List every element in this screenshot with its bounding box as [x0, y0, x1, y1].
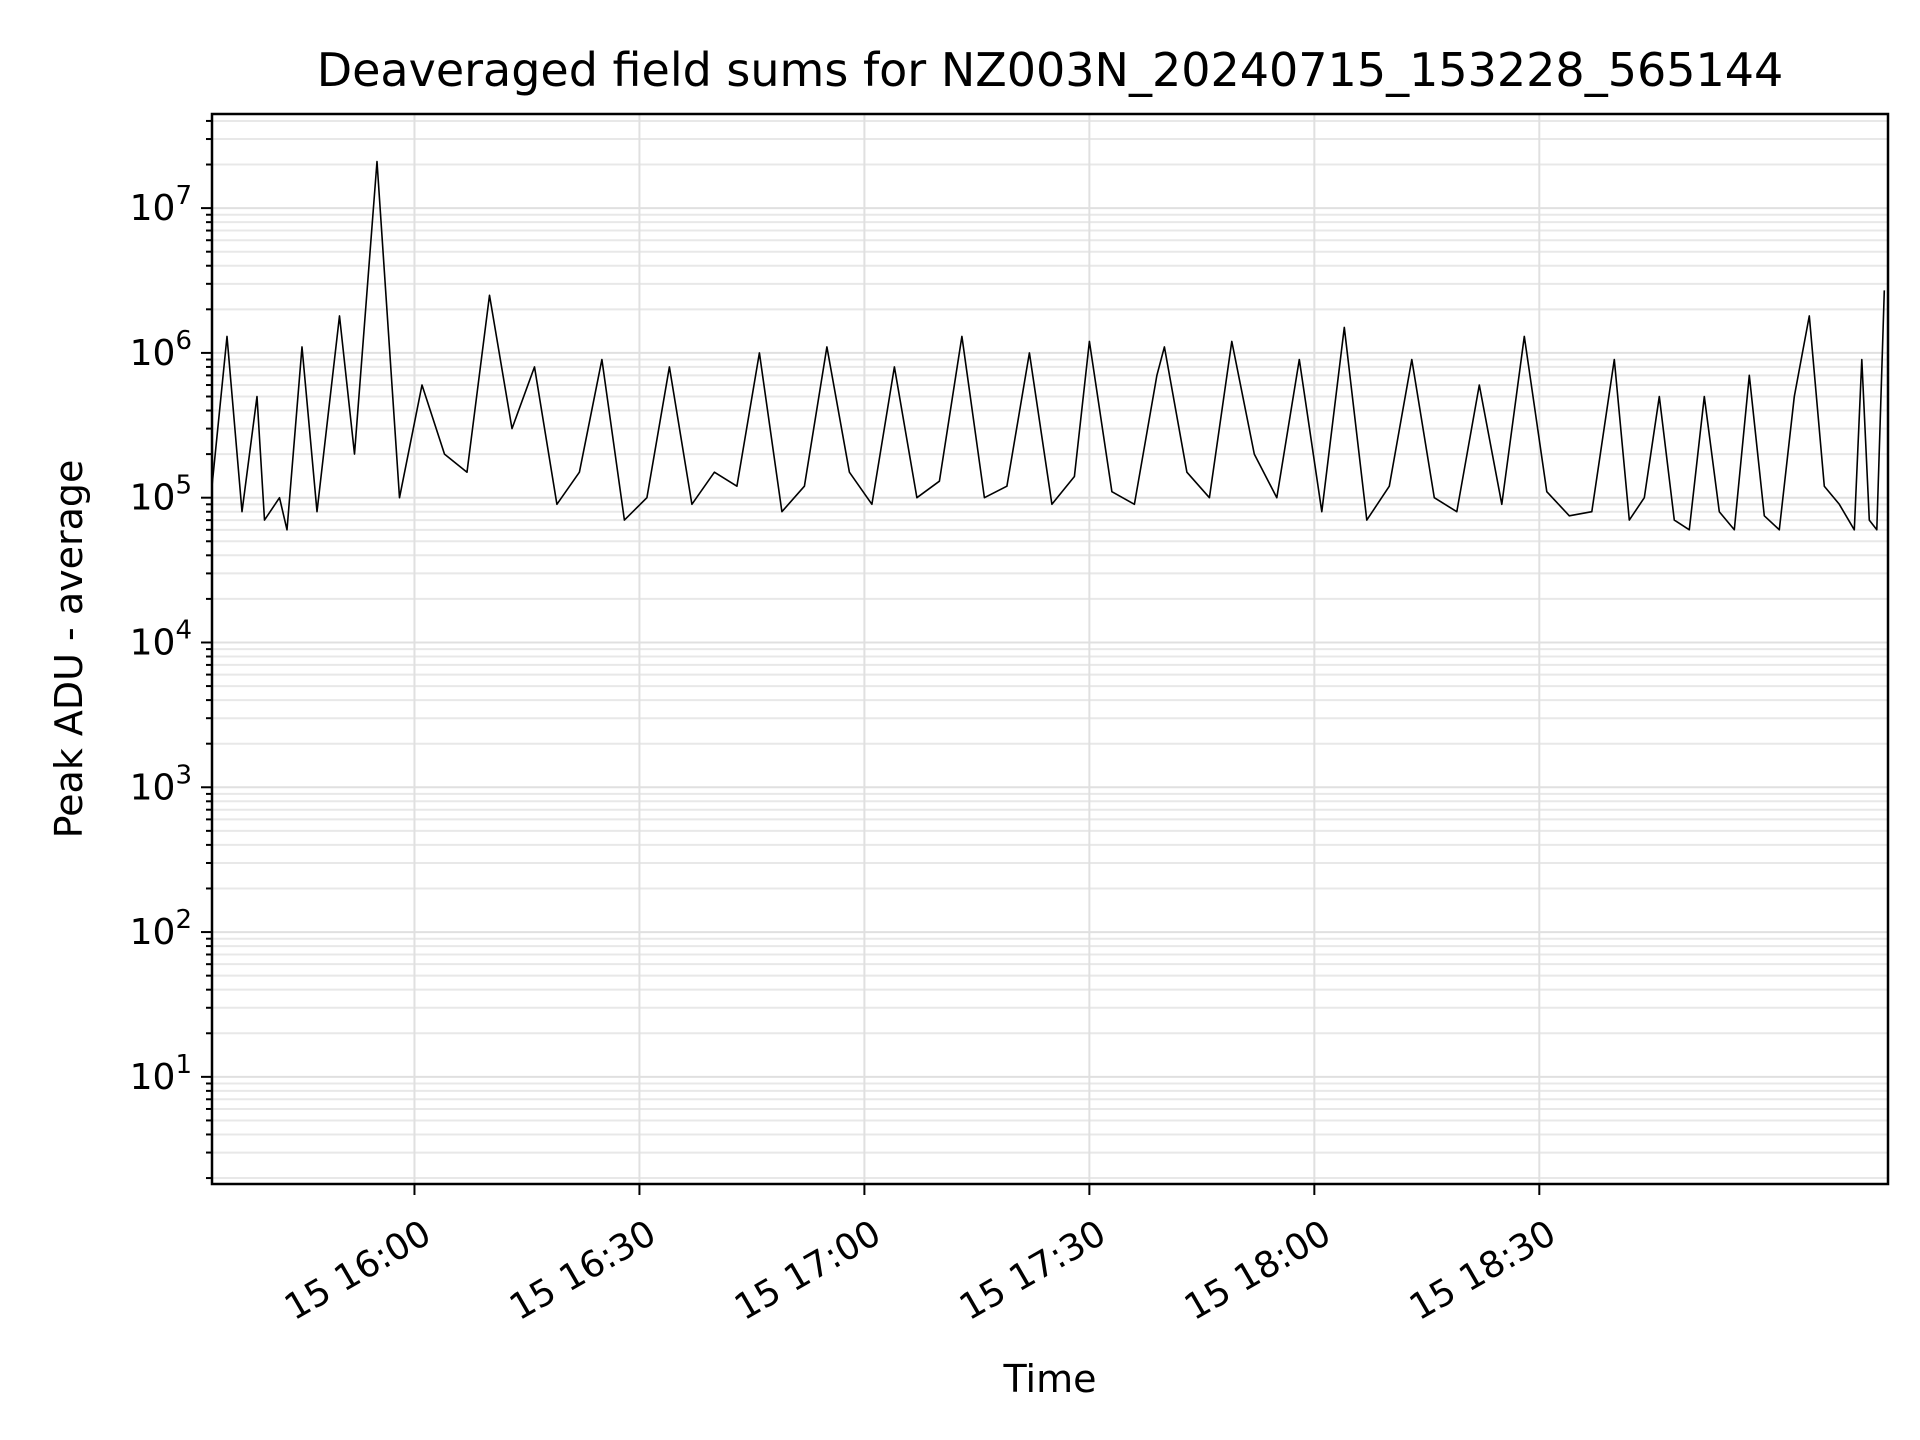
x-tick-label: 15 18:30: [1403, 1213, 1563, 1329]
x-axis-label: Time: [1003, 1357, 1097, 1401]
y-tick-label: 106: [130, 326, 192, 374]
y-tick-label: 105: [130, 471, 192, 519]
x-tick-label: 15 17:00: [728, 1213, 888, 1329]
x-tick-label: 15 16:00: [278, 1213, 438, 1329]
x-tick-label: 15 16:30: [503, 1213, 663, 1329]
x-axis: 15 16:00 15 16:30 15 17:00 15 17:30 15 18:00…: [278, 1184, 1563, 1329]
y-tick-label: 102: [130, 905, 192, 953]
y-tick-label: 101: [130, 1050, 192, 1098]
grid: [212, 114, 1888, 1184]
series-line: [211, 160, 1886, 531]
y-tick-label: 104: [130, 615, 192, 663]
y-axis: 101 102 103 104 105 106 107: [130, 119, 212, 1180]
x-tick-label: 15 17:30: [953, 1213, 1113, 1329]
y-tick-label: 103: [130, 760, 192, 808]
y-axis-label: Peak ADU - average: [47, 460, 91, 839]
y-tick-label: 107: [130, 181, 192, 229]
x-tick-label: 15 18:00: [1178, 1213, 1338, 1329]
chart-title: Deaveraged field sums for NZ003N_2024071…: [317, 43, 1784, 97]
